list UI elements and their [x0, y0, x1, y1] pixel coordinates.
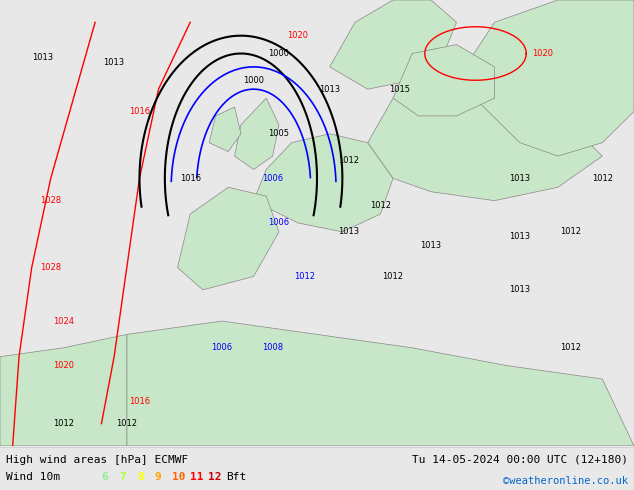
Text: 1013: 1013 [338, 227, 359, 236]
Text: 1012: 1012 [294, 272, 315, 281]
Text: 1016: 1016 [129, 107, 150, 116]
Text: 1012: 1012 [53, 419, 74, 428]
Text: 1028: 1028 [40, 196, 61, 205]
Text: 6: 6 [101, 472, 108, 482]
Text: 1013: 1013 [509, 232, 531, 241]
Text: 1013: 1013 [509, 174, 531, 183]
Text: 11: 11 [190, 472, 204, 482]
Polygon shape [0, 334, 127, 446]
Polygon shape [456, 0, 634, 156]
Text: 12: 12 [208, 472, 221, 482]
Text: 1012: 1012 [382, 272, 404, 281]
Text: 1016: 1016 [179, 174, 201, 183]
Text: 1012: 1012 [370, 200, 391, 210]
Text: 1008: 1008 [262, 343, 283, 352]
Text: 1012: 1012 [560, 343, 581, 352]
Text: 9: 9 [155, 472, 162, 482]
Text: High wind areas [hPa] ECMWF: High wind areas [hPa] ECMWF [6, 455, 188, 465]
Text: 1013: 1013 [319, 85, 340, 94]
Text: 1000: 1000 [268, 49, 290, 58]
Text: 1016: 1016 [129, 397, 150, 406]
Text: 1024: 1024 [53, 317, 74, 325]
Text: Wind 10m: Wind 10m [6, 472, 60, 482]
Text: 1015: 1015 [389, 85, 410, 94]
Text: ©weatheronline.co.uk: ©weatheronline.co.uk [503, 476, 628, 486]
Polygon shape [393, 45, 495, 116]
Polygon shape [330, 0, 456, 89]
Text: 1012: 1012 [592, 174, 613, 183]
Polygon shape [178, 187, 279, 290]
Text: 1020: 1020 [533, 49, 553, 58]
Polygon shape [368, 80, 602, 201]
Text: 1005: 1005 [268, 129, 290, 138]
Text: 1006: 1006 [268, 219, 290, 227]
Text: 1013: 1013 [32, 53, 53, 62]
Polygon shape [235, 98, 279, 170]
Text: 1020: 1020 [287, 31, 309, 40]
Polygon shape [254, 134, 393, 232]
Text: Tu 14-05-2024 00:00 UTC (12+180): Tu 14-05-2024 00:00 UTC (12+180) [411, 455, 628, 465]
Polygon shape [209, 107, 241, 151]
Text: 1000: 1000 [243, 76, 264, 85]
Text: 8: 8 [137, 472, 144, 482]
Text: Bft: Bft [226, 472, 246, 482]
Text: 1012: 1012 [116, 419, 138, 428]
Text: 1013: 1013 [103, 58, 125, 67]
Text: 1028: 1028 [40, 263, 61, 272]
Text: 1006: 1006 [211, 343, 233, 352]
Text: 10: 10 [172, 472, 186, 482]
Text: 1006: 1006 [262, 174, 283, 183]
Text: 1013: 1013 [420, 241, 442, 250]
Text: 7: 7 [119, 472, 126, 482]
Text: 1012: 1012 [338, 156, 359, 165]
Text: 1020: 1020 [53, 361, 74, 370]
Text: 1012: 1012 [560, 227, 581, 236]
Polygon shape [127, 321, 634, 446]
Text: 1013: 1013 [509, 285, 531, 294]
